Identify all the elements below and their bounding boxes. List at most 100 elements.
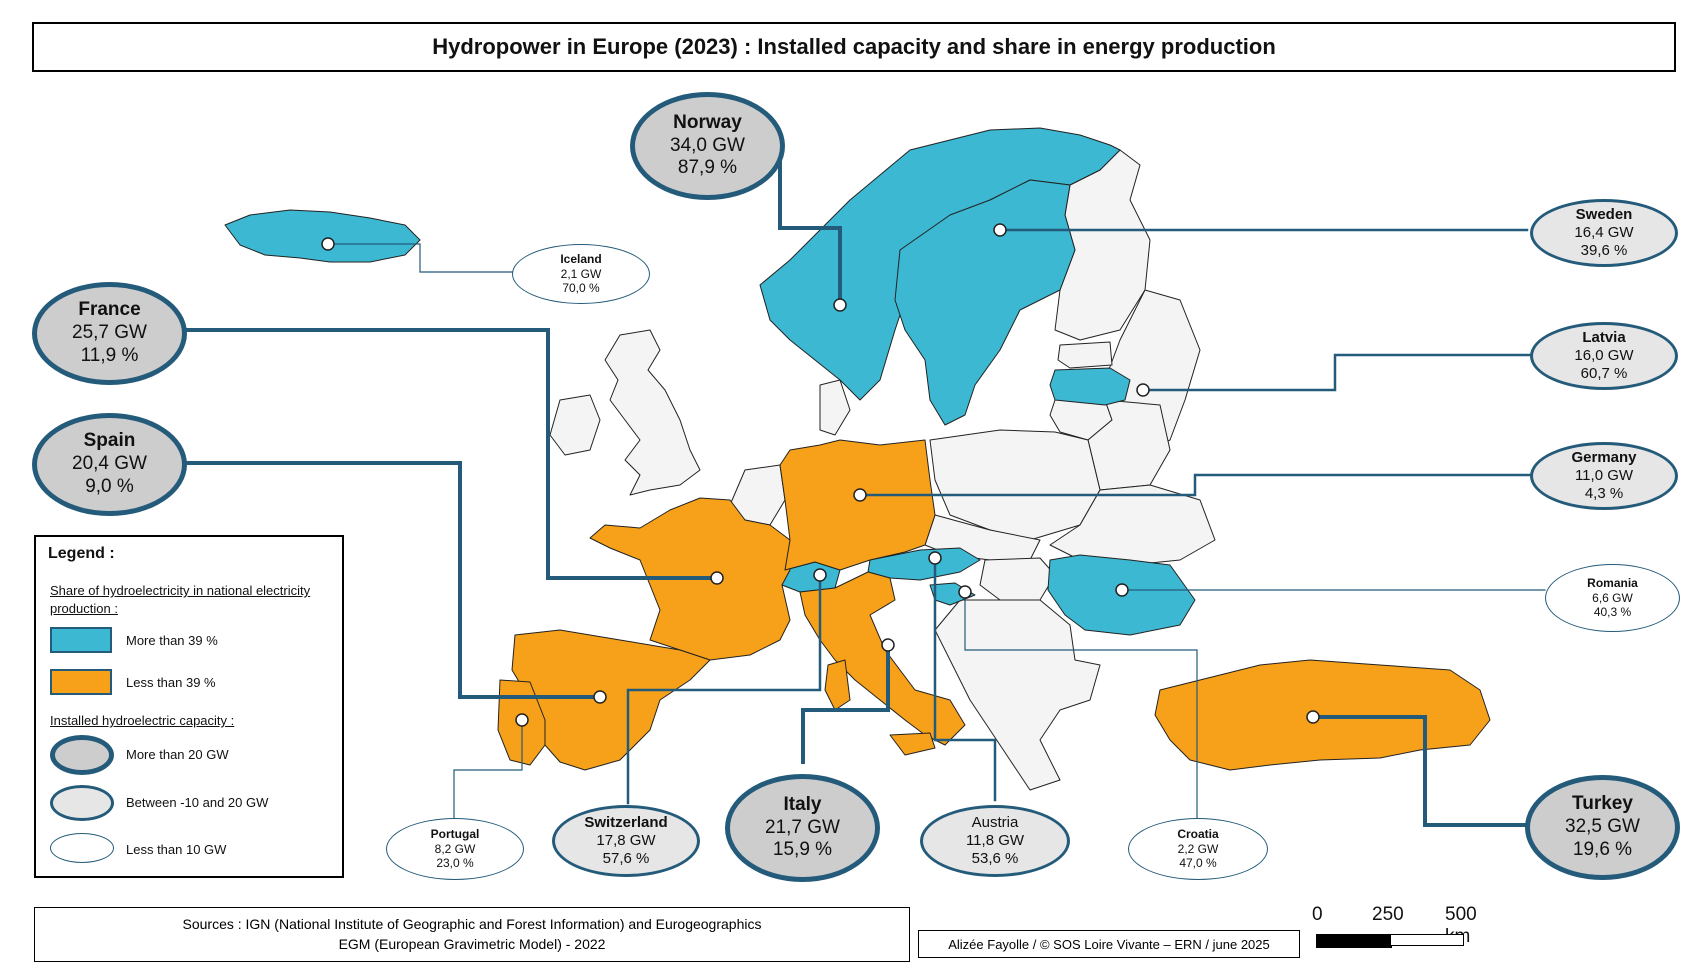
capacity-value: 17,8 GW <box>596 832 656 849</box>
legend-cap-less: Less than 10 GW <box>126 842 227 857</box>
sardinia <box>824 659 851 711</box>
dot-romania <box>1115 583 1129 597</box>
ireland <box>549 394 601 456</box>
bubble-spain: Spain 20,4 GW 9,0 % <box>32 413 187 516</box>
country-name: Turkey <box>1572 793 1633 815</box>
country-name: Norway <box>673 111 742 133</box>
share-value: 87,9 % <box>677 157 738 179</box>
capacity-value: 32,5 GW <box>1565 816 1640 838</box>
bubble-sweden: Sweden 16,4 GW 39,6 % <box>1530 199 1678 267</box>
legend-title: Legend : <box>48 545 115 562</box>
leader-switzerland <box>626 573 822 805</box>
leader-turkey <box>1311 715 1527 827</box>
legend-swatch-less <box>50 669 112 695</box>
bubble-latvia: Latvia 16,0 GW 60,7 % <box>1530 322 1678 390</box>
country-name: Italy <box>783 793 822 815</box>
legend-cap-more: More than 20 GW <box>126 747 229 762</box>
capacity-value: 16,4 GW <box>1574 224 1634 241</box>
scale-label-250: 250 <box>1372 904 1404 925</box>
scale-bar: 0 250 500 km <box>1312 904 1482 954</box>
capacity-value: 2,2 GW <box>1177 841 1219 856</box>
bubble-france: France 25,7 GW 11,9 % <box>32 282 187 385</box>
germany <box>779 439 936 571</box>
bubble-austria: Austria 11,8 GW 53,6 % <box>920 805 1070 877</box>
leader-france <box>180 328 719 580</box>
sources-line-1: Sources : IGN (National Institute of Geo… <box>182 916 762 932</box>
legend-share-heading: Share of hydroelectricity in national el… <box>50 583 311 616</box>
italy <box>799 571 966 746</box>
country-name: Iceland <box>560 252 602 267</box>
sources-box: Sources : IGN (National Institute of Geo… <box>34 907 910 962</box>
leader-spain <box>178 461 602 699</box>
scale-segment-dark <box>1316 934 1392 948</box>
dot-norway <box>833 298 847 312</box>
share-value: 15,9 % <box>772 839 833 861</box>
share-value: 11,9 % <box>80 344 139 366</box>
leader-latvia <box>1141 353 1532 392</box>
capacity-value: 2,1 GW <box>560 266 602 281</box>
dot-turkey <box>1306 710 1320 724</box>
bubble-italy: Italy 21,7 GW 15,9 % <box>725 774 880 882</box>
country-name: Switzerland <box>584 814 668 831</box>
dot-portugal <box>515 713 529 727</box>
legend-oval-small <box>50 833 114 863</box>
leader-norway <box>778 158 842 307</box>
ukraine <box>1049 484 1216 566</box>
share-value: 60,7 % <box>1580 365 1628 382</box>
bubble-portugal: Portugal 8,2 GW 23,0 % <box>386 818 524 880</box>
capacity-value: 20,4 GW <box>72 453 147 475</box>
estonia <box>1057 341 1113 369</box>
bubble-germany: Germany 11,0 GW 4,3 % <box>1530 442 1678 510</box>
capacity-value: 25,7 GW <box>72 322 147 344</box>
dot-austria <box>928 551 942 565</box>
country-name: Romania <box>1587 576 1638 591</box>
share-value: 47,0 % <box>1179 856 1217 871</box>
dot-croatia <box>958 585 972 599</box>
dot-spain <box>593 690 607 704</box>
uk <box>604 329 701 496</box>
share-value: 70,0 % <box>562 281 600 296</box>
capacity-value: 11,0 GW <box>1574 467 1634 484</box>
leader-iceland <box>329 243 513 273</box>
dot-sweden <box>993 223 1007 237</box>
capacity-value: 34,0 GW <box>670 134 745 156</box>
share-value: 57,6 % <box>602 850 650 867</box>
denmark <box>819 379 851 436</box>
bubble-norway: Norway 34,0 GW 87,9 % <box>630 92 785 200</box>
legend-swatch-more <box>50 627 112 653</box>
scale-segment-light <box>1390 934 1464 946</box>
sources-line-2: EGM (European Gravimetric Model) - 2022 <box>338 936 606 953</box>
country-name: Portugal <box>430 827 480 842</box>
legend-capacity-heading: Installed hydroelectric capacity : <box>50 713 235 728</box>
legend-oval-medium <box>50 785 114 821</box>
bubble-croatia: Croatia 2,2 GW 47,0 % <box>1128 818 1268 880</box>
map-title: Hydropower in Europe (2023) : Installed … <box>32 22 1676 72</box>
legend-share-more: More than 39 % <box>126 633 218 648</box>
country-name: Croatia <box>1177 827 1219 842</box>
legend-oval-large <box>50 735 114 775</box>
capacity-value: 8,2 GW <box>434 841 476 856</box>
sicily <box>889 732 936 756</box>
country-name: Austria <box>971 814 1019 831</box>
author-credit: Alizée Fayolle / © SOS Loire Vivante – E… <box>918 930 1300 958</box>
share-value: 40,3 % <box>1593 605 1632 620</box>
legend: Legend : Share of hydroelectricity in na… <box>34 535 344 878</box>
dot-france <box>710 571 724 585</box>
country-name: Germany <box>1571 449 1637 466</box>
share-value: 39,6 % <box>1580 242 1628 259</box>
share-value: 9,0 % <box>85 475 134 497</box>
leader-croatia <box>964 591 1198 823</box>
share-value: 53,6 % <box>971 850 1019 867</box>
country-name: Latvia <box>1582 329 1626 346</box>
dot-switzerland <box>813 568 827 582</box>
balkans <box>934 599 1101 791</box>
leader-portugal <box>453 719 523 823</box>
bubble-iceland: Iceland 2,1 GW 70,0 % <box>512 244 650 304</box>
share-value: 23,0 % <box>436 856 474 871</box>
capacity-value: 21,7 GW <box>765 816 840 838</box>
latvia <box>1049 367 1131 406</box>
scale-label-0: 0 <box>1312 904 1323 925</box>
capacity-value: 16,0 GW <box>1574 347 1634 364</box>
sweden <box>894 179 1076 426</box>
